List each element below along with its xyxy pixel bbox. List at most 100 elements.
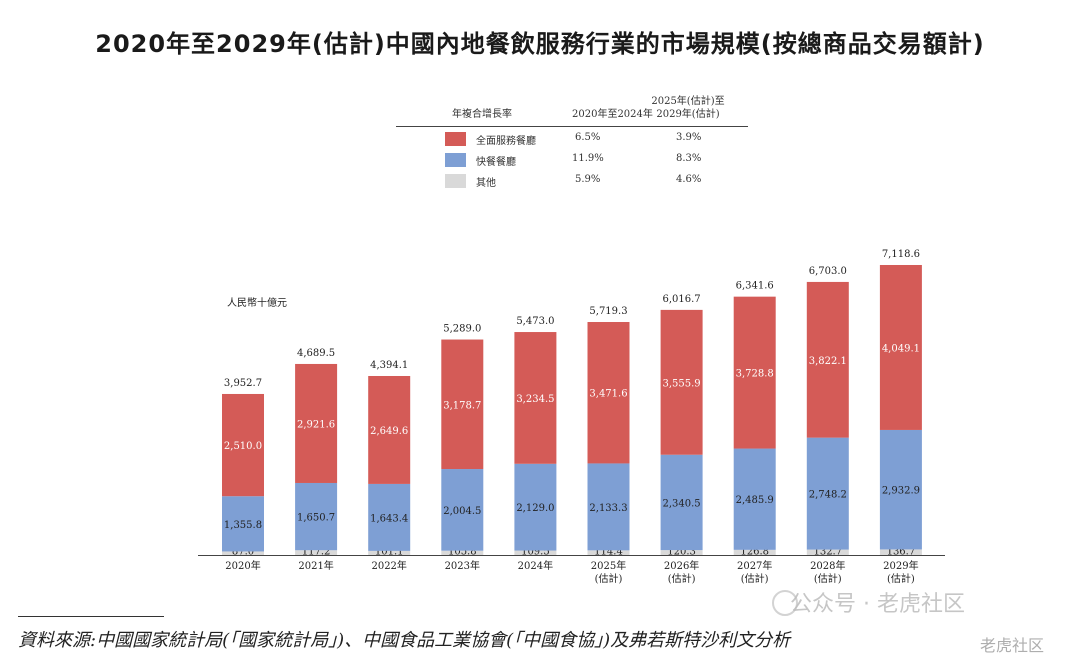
bar-value-label: 105.8 xyxy=(448,547,477,558)
bar-value-label: 3,822.1 xyxy=(809,356,847,367)
bar-segment xyxy=(368,483,411,551)
bar-segment xyxy=(441,550,484,555)
legend-cagr2: 8.3% xyxy=(676,153,702,164)
x-tick-label: 2027年 xyxy=(737,559,772,572)
bar-segment xyxy=(295,482,338,551)
bar-value-label: 2,129.0 xyxy=(516,503,554,514)
unit-label: 人民幣十億元 xyxy=(227,298,287,309)
legend-row-fast-food: 快餐餐廳 11.9% 8.3% xyxy=(396,148,748,169)
bar-value-label: 132.7 xyxy=(813,547,842,558)
bar-value-label: 3,471.6 xyxy=(589,389,627,400)
bar-segment xyxy=(368,375,411,484)
bar-segment xyxy=(806,281,849,438)
bar-segment xyxy=(587,322,630,464)
x-tick-label: 2024年 xyxy=(518,559,553,572)
legend-cagr1: 5.9% xyxy=(575,174,601,185)
bar-total-label: 4,394.1 xyxy=(370,360,408,371)
x-tick-sublabel: (估計) xyxy=(814,572,842,585)
legend-cagr1: 6.5% xyxy=(575,132,601,143)
bar-segment xyxy=(514,550,557,555)
x-tick-label: 2026年 xyxy=(664,559,699,572)
watermark-logo-icon xyxy=(772,590,798,616)
x-tick-sublabel: (估計) xyxy=(595,572,623,585)
legend-swatch xyxy=(445,132,466,146)
bar-segment xyxy=(806,549,849,555)
bar-value-label: 2,932.9 xyxy=(882,486,920,497)
legend-cagr1: 11.9% xyxy=(572,153,604,164)
bar-value-label: 120.3 xyxy=(667,547,696,558)
cagr-header: 年複合增長率 xyxy=(452,109,512,120)
watermark: 公众号 · 老虎社区 xyxy=(790,592,965,617)
bar-value-label: 2,748.2 xyxy=(809,490,847,501)
legend-header: 年複合增長率 2020年至2024年 2025年(估計)至 2029年(估計) xyxy=(396,92,748,127)
bar-value-label: 2,485.9 xyxy=(736,495,774,506)
source-divider xyxy=(18,616,164,617)
bar-total-label: 6,016.7 xyxy=(663,294,701,305)
bar-total-label: 6,341.6 xyxy=(736,281,774,292)
stacked-bar-chart: 87.0 1,355.8 2,510.0 3,952.7 2020年 117.2 1,650… xyxy=(198,249,945,585)
bar-total-label: 6,703.0 xyxy=(809,266,847,277)
bar-total-label: 4,689.5 xyxy=(297,348,335,359)
bar-segment xyxy=(368,550,411,555)
bar-segment xyxy=(806,437,849,550)
bar-value-label: 2,921.6 xyxy=(297,419,335,430)
bar-segment xyxy=(514,463,557,551)
bar-value-label: 2,340.5 xyxy=(663,498,701,509)
bar-segment xyxy=(660,309,703,455)
bar-value-label: 1,643.4 xyxy=(370,513,408,524)
period2-header-line1: 2025年(估計)至 xyxy=(651,96,725,107)
bar-value-label: 101.1 xyxy=(375,547,404,558)
bar-total-label: 3,952.7 xyxy=(224,378,262,389)
legend-cagr2: 4.6% xyxy=(676,174,702,185)
bar-segment xyxy=(222,393,264,497)
chart-title: 2020年至2029年(估計)中國內地餐飲服務行業的市場規模(按總商品交易額計) xyxy=(95,30,985,58)
bar-segment xyxy=(879,549,922,555)
bar-value-label: 2,649.6 xyxy=(370,426,408,437)
bar-value-label: 109.5 xyxy=(521,547,550,558)
bar-value-label: 136.7 xyxy=(887,547,916,558)
bar-segment xyxy=(441,469,484,551)
bar-segment xyxy=(587,463,630,551)
bar-segment xyxy=(879,264,922,430)
bar-segment xyxy=(733,549,776,555)
bar-value-label: 4,049.1 xyxy=(882,343,920,354)
period1-header: 2020年至2024年 xyxy=(572,109,653,120)
cagr-legend: 年複合增長率 2020年至2024年 2025年(估計)至 2029年(估計) … xyxy=(396,92,748,190)
bar-segment xyxy=(879,429,922,550)
bar-segment xyxy=(733,448,776,550)
legend-label: 快餐餐廳 xyxy=(476,157,516,168)
x-tick-sublabel: (估計) xyxy=(668,572,696,585)
x-tick-label: 2021年 xyxy=(298,559,333,572)
x-tick-label: 2025年 xyxy=(591,559,626,572)
bar-total-label: 5,289.0 xyxy=(443,324,481,335)
bar-total-label: 5,473.0 xyxy=(516,316,554,327)
x-tick-label: 2023年 xyxy=(445,559,480,572)
bar-total-label: 5,719.3 xyxy=(589,306,627,317)
bar-value-label: 126.8 xyxy=(740,547,769,558)
bar-segment xyxy=(222,551,264,555)
legend-swatch xyxy=(445,153,466,167)
legend-swatch xyxy=(445,174,466,188)
legend-row-others: 其他 5.9% 4.6% xyxy=(396,169,748,190)
bar-segment xyxy=(733,296,776,449)
bar-value-label: 3,178.7 xyxy=(443,400,481,411)
period2-header: 2025年(估計)至 2029年(估計) xyxy=(638,95,738,121)
x-tick-label: 2028年 xyxy=(810,559,845,572)
bar-segment xyxy=(222,496,264,552)
bar-value-label: 3,234.5 xyxy=(516,394,554,405)
bar-value-label: 1,650.7 xyxy=(297,513,335,524)
x-tick-label: 2029年 xyxy=(883,559,918,572)
bar-segment xyxy=(660,454,703,551)
legend-label: 全面服務餐廳 xyxy=(476,136,536,147)
bar-segment xyxy=(295,363,338,483)
bar-value-label: 2,133.3 xyxy=(589,503,627,514)
bar-value-label: 3,555.9 xyxy=(663,378,701,389)
x-tick-sublabel: (估計) xyxy=(741,572,769,585)
source-note: 資料來源:中國國家統計局(「國家統計局」)、中國食品工業協會(「中國食協」)及弗… xyxy=(18,630,791,651)
bar-value-label: 2,004.5 xyxy=(443,506,481,517)
bar-segment xyxy=(587,550,630,555)
x-tick-label: 2020年 xyxy=(225,559,260,572)
bar-value-label: 2,510.0 xyxy=(224,441,262,452)
bar-value-label: 87.0 xyxy=(232,547,254,558)
bar-segment xyxy=(514,332,557,464)
